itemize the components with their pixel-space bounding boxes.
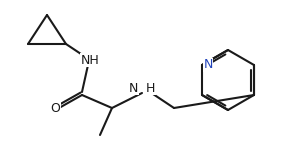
Text: O: O [50, 102, 60, 115]
Text: H: H [146, 81, 155, 94]
Text: N: N [203, 58, 213, 71]
Text: N: N [129, 81, 138, 94]
Text: NH: NH [81, 53, 99, 66]
